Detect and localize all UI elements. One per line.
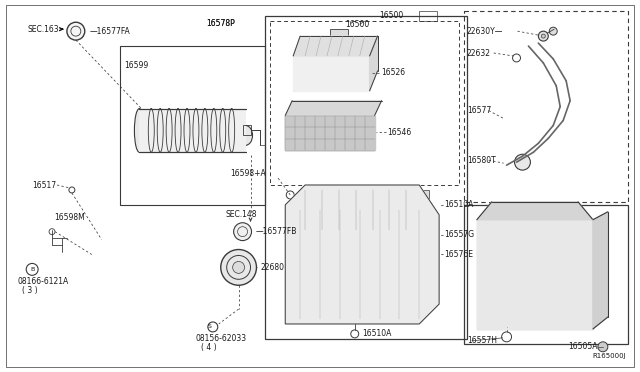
Polygon shape: [293, 56, 370, 91]
Text: 22632: 22632: [467, 48, 491, 58]
Bar: [120, 46, 266, 205]
Text: —16577FB: —16577FB: [255, 227, 297, 236]
Bar: [489, 235, 581, 314]
Circle shape: [234, 223, 252, 241]
Polygon shape: [593, 212, 608, 329]
Circle shape: [541, 34, 545, 38]
Text: 16517: 16517: [32, 180, 56, 189]
Circle shape: [504, 220, 520, 235]
Text: SEC.163: SEC.163: [28, 25, 59, 34]
Text: —16577FA: —16577FA: [90, 27, 131, 36]
Text: 16576E: 16576E: [444, 250, 473, 259]
Bar: [300, 190, 429, 230]
Text: B: B: [30, 267, 35, 272]
Bar: [270, 21, 459, 185]
Bar: [285, 116, 374, 150]
Text: 16578P: 16578P: [206, 19, 235, 28]
Circle shape: [483, 241, 491, 248]
Text: ( 3 ): ( 3 ): [22, 286, 38, 295]
Bar: [266, 16, 467, 339]
Circle shape: [549, 27, 557, 35]
Bar: [464, 205, 628, 344]
Text: 16505A: 16505A: [568, 342, 598, 351]
Text: 16578P: 16578P: [206, 19, 235, 28]
Text: 16557H: 16557H: [467, 336, 497, 345]
Bar: [464, 11, 628, 202]
Bar: [477, 220, 593, 329]
Text: S: S: [208, 324, 212, 330]
Bar: [243, 125, 250, 135]
Text: 16510A: 16510A: [363, 329, 392, 339]
Text: 16557G: 16557G: [444, 230, 474, 239]
Text: 16599: 16599: [124, 61, 148, 70]
Polygon shape: [285, 116, 374, 150]
Ellipse shape: [134, 109, 145, 152]
Text: 16546: 16546: [387, 128, 412, 137]
Circle shape: [515, 154, 531, 170]
Polygon shape: [285, 185, 439, 324]
Text: 16500: 16500: [345, 20, 369, 29]
Text: 16500: 16500: [380, 11, 404, 20]
Bar: [419, 11, 437, 21]
Circle shape: [538, 31, 548, 41]
Bar: [293, 56, 370, 91]
Text: 16598+A: 16598+A: [230, 169, 266, 177]
Polygon shape: [285, 101, 381, 116]
Circle shape: [221, 250, 257, 285]
Text: 16510A: 16510A: [444, 201, 474, 209]
Bar: [140, 109, 246, 152]
Circle shape: [233, 262, 244, 273]
Text: 16580T: 16580T: [467, 156, 495, 165]
Text: 22630Y—: 22630Y—: [467, 27, 503, 36]
Circle shape: [67, 22, 84, 40]
Polygon shape: [477, 220, 593, 329]
Text: 22680: 22680: [260, 263, 284, 272]
Text: 16598M: 16598M: [54, 213, 84, 222]
Polygon shape: [477, 202, 593, 220]
Text: R165000J: R165000J: [592, 353, 626, 359]
Text: 16577: 16577: [467, 106, 491, 115]
Circle shape: [598, 342, 608, 352]
Polygon shape: [293, 36, 378, 56]
Text: 08156-62033: 08156-62033: [196, 334, 247, 343]
Text: 16526: 16526: [381, 68, 406, 77]
Text: ( 4 ): ( 4 ): [201, 343, 216, 352]
Ellipse shape: [239, 125, 253, 145]
Bar: [330, 29, 348, 37]
Polygon shape: [370, 36, 378, 91]
Text: 08166-6121A: 08166-6121A: [17, 277, 68, 286]
Text: SEC.148: SEC.148: [226, 210, 257, 219]
